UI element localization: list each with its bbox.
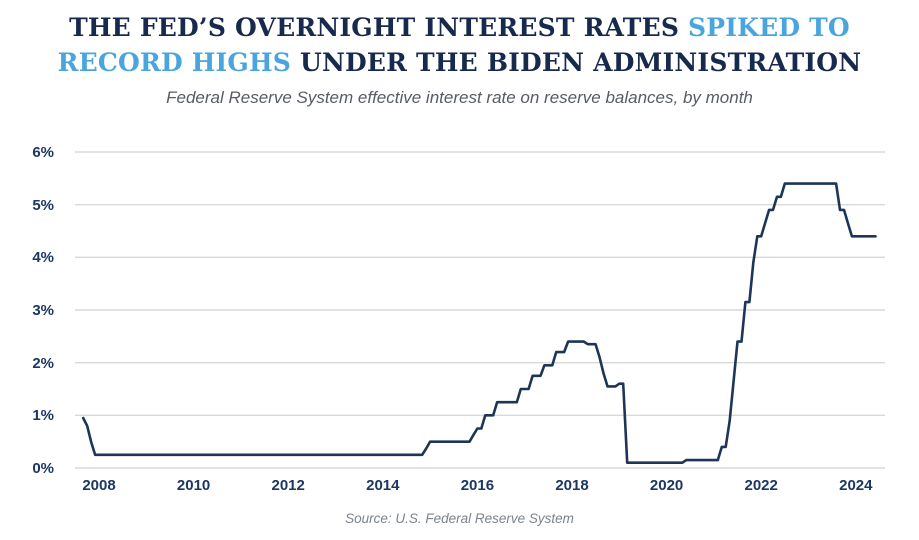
page-title-line-2: RECORD HIGHS UNDER THE BIDEN ADMINISTRAT… [0, 48, 919, 77]
y-axis-label-0%: 0% [32, 460, 54, 477]
x-axis-label-2014: 2014 [366, 477, 400, 494]
x-axis-label-2016: 2016 [460, 477, 495, 494]
title-text-dark-2: UNDER THE BIDEN ADMINISTRATION [291, 48, 862, 77]
interest-rate-line [81, 182, 877, 465]
x-axis-label-2022: 2022 [744, 477, 778, 494]
x-axis-label-2008: 2008 [82, 477, 116, 494]
x-axis-label-2024: 2024 [839, 477, 873, 494]
chart-subtitle: Federal Reserve System effective interes… [166, 88, 753, 107]
y-axis-label-5%: 5% [32, 196, 54, 214]
y-axis-label-3%: 3% [32, 302, 54, 319]
x-axis-label-2010: 2010 [176, 477, 211, 494]
x-axis-label-2020: 2020 [649, 477, 684, 494]
title-highlight-record-highs: RECORD HIGHS [57, 48, 292, 77]
source-note: Source: U.S. Federal Reserve System [345, 511, 574, 526]
y-axis-label-6%: 6% [32, 144, 54, 161]
y-axis-label-4%: 4% [32, 249, 54, 267]
y-axis-label-1%: 1% [32, 407, 54, 425]
rate-line-group [81, 182, 877, 465]
title-highlight-spiked-to: SPIKED TO [688, 13, 850, 42]
x-axis-label-2012: 2012 [271, 477, 305, 494]
gridlines-group [75, 151, 885, 469]
x-axis-label-2018: 2018 [555, 477, 589, 494]
page-title-line-1: THE FED’S OVERNIGHT INTEREST RATES SPIKE… [0, 13, 919, 42]
title-text-dark-1: THE FED’S OVERNIGHT INTEREST RATES [69, 13, 689, 42]
y-axis-label-2%: 2% [32, 354, 54, 372]
